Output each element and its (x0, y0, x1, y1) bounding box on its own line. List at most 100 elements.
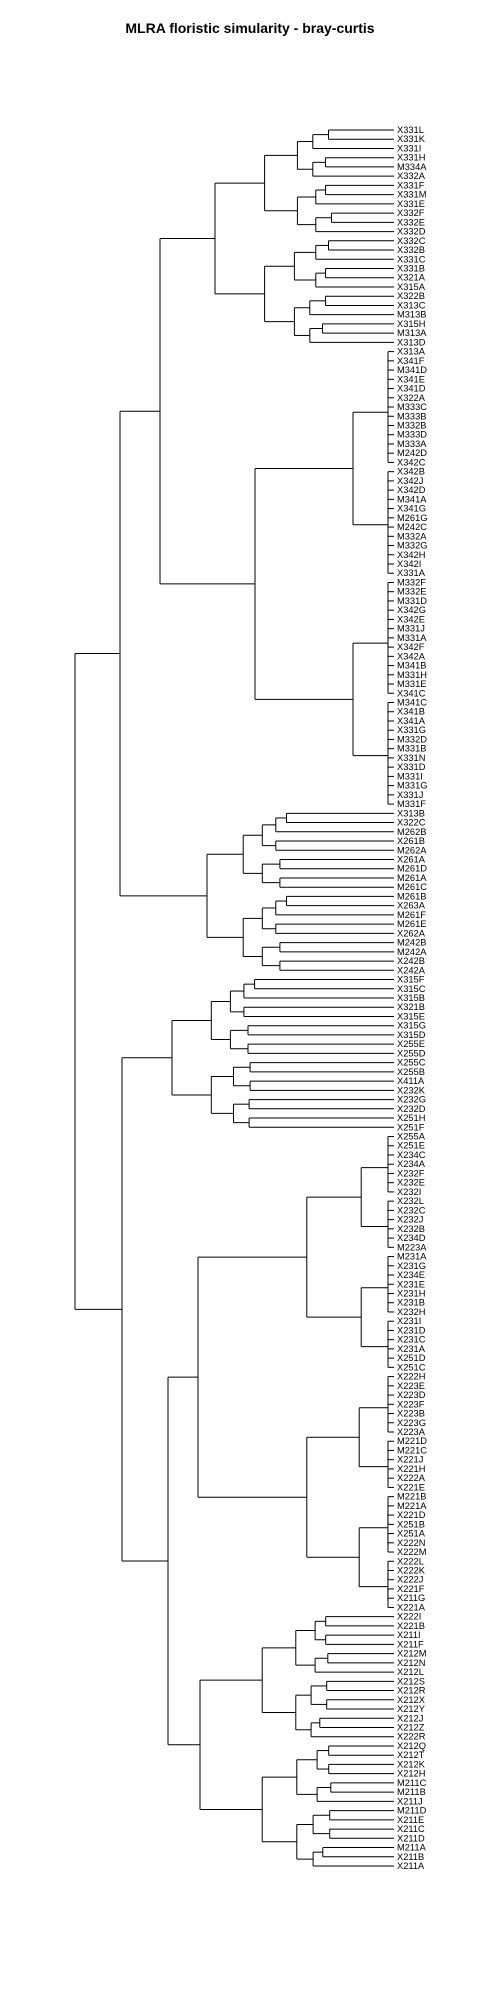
leaf-label: X212L (397, 1667, 424, 1677)
leaf-label: X251C (397, 1362, 426, 1372)
leaf-label: X221D (397, 1510, 426, 1520)
leaf-label: M221D (397, 1436, 427, 1446)
leaf-label: X331N (397, 753, 425, 763)
leaf-label: X332D (397, 227, 426, 237)
leaf-label: M341A (397, 494, 427, 504)
leaf-label: M331A (397, 633, 427, 643)
leaf-label: X341A (397, 716, 426, 726)
leaf-label: M261D (397, 864, 427, 874)
leaf-label: X251H (397, 1113, 425, 1123)
leaf-label: M332B (397, 420, 426, 430)
leaf-label: X331D (397, 762, 426, 772)
leaf-label: M341D (397, 365, 427, 375)
leaf-label: M242A (397, 947, 427, 957)
leaf-label: M332D (397, 734, 427, 744)
leaf-label: X232G (397, 1095, 426, 1105)
leaf-label: X341F (397, 356, 425, 366)
leaf-label: M333A (397, 439, 427, 449)
leaf-label: X234C (397, 1150, 426, 1160)
leaf-label: M223A (397, 1242, 427, 1252)
leaf-label: M332A (397, 531, 427, 541)
leaf-label: M333B (397, 411, 426, 421)
leaf-label: X232B (397, 1224, 425, 1234)
leaf-label: M341B (397, 661, 426, 671)
leaf-label: X211G (397, 1593, 425, 1603)
leaf-label: M242D (397, 448, 427, 458)
leaf-label: M331D (397, 596, 427, 606)
leaf-label: X342F (397, 642, 425, 652)
leaf-label: M221A (397, 1501, 427, 1511)
leaf-label: X342C (397, 457, 426, 467)
leaf-label: X315B (397, 993, 425, 1003)
leaf-label: M261C (397, 882, 427, 892)
leaf-label: X255A (397, 1132, 426, 1142)
leaf-label: X255E (397, 1039, 425, 1049)
leaf-label: M242C (397, 522, 427, 532)
leaf-label: X255B (397, 1067, 425, 1077)
leaf-label: X212J (397, 1713, 423, 1723)
leaf-label: X223G (397, 1418, 426, 1428)
leaf-label: X232K (397, 1085, 426, 1095)
leaf-label: X211A (397, 1861, 425, 1871)
leaf-label: X331F (397, 180, 425, 190)
leaf-label: X315A (397, 282, 426, 292)
leaf-label: M211C (397, 1778, 427, 1788)
leaf-label: M334A (397, 162, 427, 172)
leaf-label: M221B (397, 1492, 426, 1502)
leaf-label: X232D (397, 1104, 426, 1114)
leaf-label: X223B (397, 1409, 425, 1419)
leaf-label: X263A (397, 901, 426, 911)
leaf-label: X222N (397, 1538, 425, 1548)
leaf-label: M261A (397, 873, 427, 883)
leaf-label: M331B (397, 744, 426, 754)
leaf-label: M261G (397, 513, 428, 523)
leaf-label: X232I (397, 1187, 421, 1197)
leaf-label: M261E (397, 919, 426, 929)
leaf-label: X231B (397, 1298, 425, 1308)
leaf-label: X342E (397, 614, 425, 624)
leaf-label: X322C (397, 818, 426, 828)
leaf-label: X232L (397, 1196, 424, 1206)
leaf-label: M341C (397, 698, 427, 708)
leaf-label: X315H (397, 319, 425, 329)
leaf-label: X223E (397, 1381, 425, 1391)
leaf-label: X321A (397, 273, 426, 283)
leaf-label: X232F (397, 1168, 425, 1178)
leaf-label: M211B (397, 1787, 426, 1797)
leaf-label: X211F (397, 1639, 424, 1649)
leaf-label: X342A (397, 651, 426, 661)
leaf-label: X342H (397, 550, 425, 560)
leaf-label: M242B (397, 938, 426, 948)
leaf-label: X232E (397, 1178, 425, 1188)
leaf-label: X231D (397, 1325, 426, 1335)
leaf-label: X331B (397, 264, 425, 274)
leaf-label: M211A (397, 1843, 427, 1853)
leaf-label: X332C (397, 236, 426, 246)
leaf-label: X212K (397, 1759, 426, 1769)
leaf-label: M333D (397, 430, 427, 440)
leaf-label: X331H (397, 153, 425, 163)
leaf-label: X231A (397, 1344, 426, 1354)
leaf-label: X332A (397, 171, 426, 181)
leaf-label: X222A (397, 1473, 426, 1483)
leaf-label: X251F (397, 1122, 425, 1132)
leaf-label: X223D (397, 1390, 426, 1400)
leaf-label: X223A (397, 1427, 426, 1437)
leaf-label: X221B (397, 1621, 425, 1631)
leaf-label: M262A (397, 845, 427, 855)
leaf-label: X251E (397, 1141, 425, 1151)
leaf-label: M221C (397, 1445, 427, 1455)
leaf-label: X342B (397, 467, 425, 477)
leaf-label: X212Z (397, 1722, 425, 1732)
leaf-label: X212X (397, 1695, 425, 1705)
leaf-label: X211J (397, 1796, 423, 1806)
leaf-label: X313A (397, 347, 426, 357)
leaf-label: X222R (397, 1732, 426, 1742)
leaf-label: X331I (397, 143, 421, 153)
leaf-label: X315E (397, 1011, 425, 1021)
leaf-label: M331J (397, 624, 425, 634)
leaf-label: X211E (397, 1815, 424, 1825)
leaf-label: X251D (397, 1353, 426, 1363)
leaf-label: X232H (397, 1307, 425, 1317)
